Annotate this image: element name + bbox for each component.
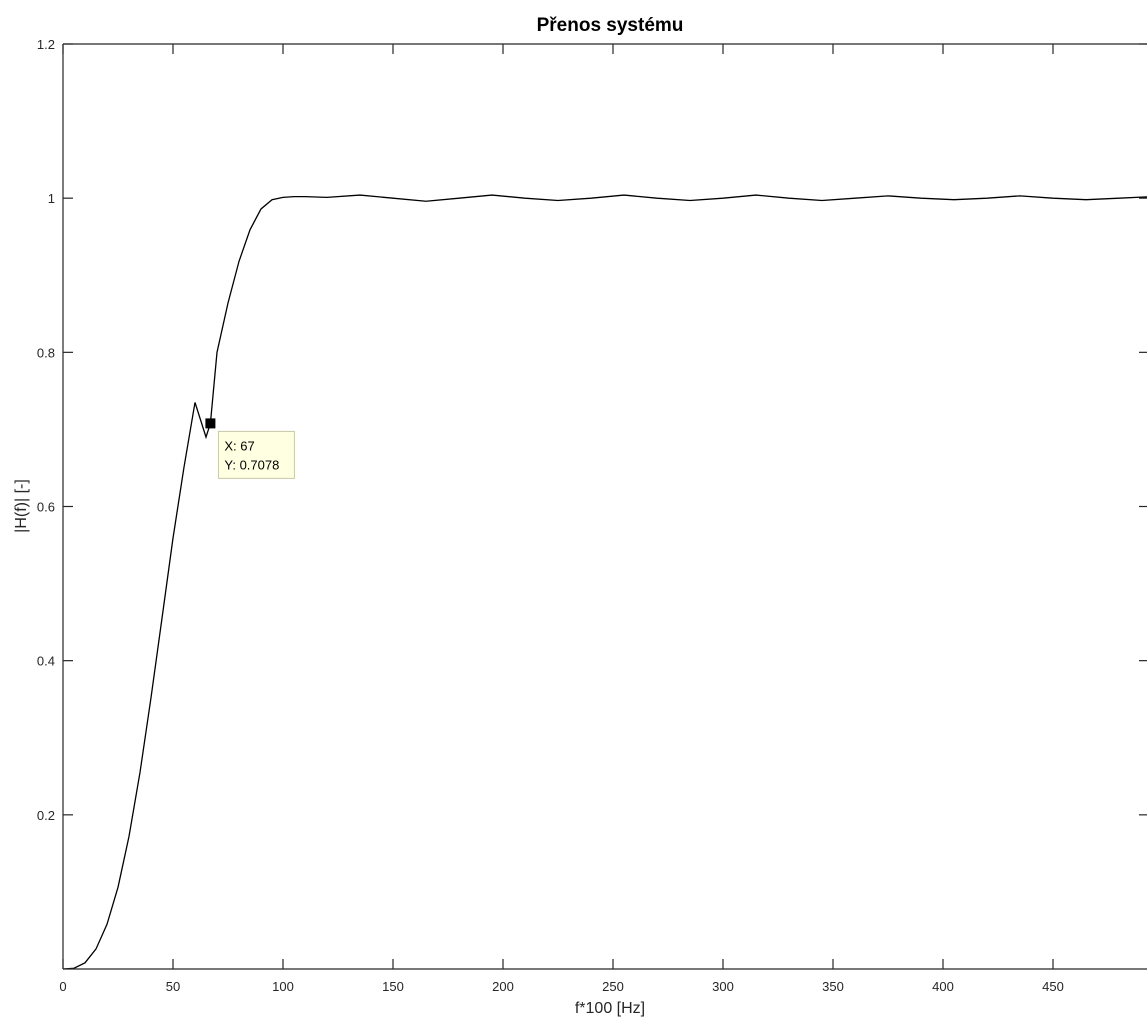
x-tick-label: 150: [382, 979, 404, 994]
x-tick-label: 400: [932, 979, 954, 994]
x-tick-label: 100: [272, 979, 294, 994]
x-tick-label: 250: [602, 979, 624, 994]
datatip-layer: X: 67 Y: 0.7078: [205, 418, 295, 479]
tick-labels: 0 50 100 150 200 250 300 350 400 450 0.2 0.4 0.6 0.8 1…: [37, 37, 1064, 994]
plot-area-background: [63, 44, 1147, 969]
datatip-y-label: Y: 0.7078: [224, 457, 279, 472]
chart-title: Přenos systému: [537, 15, 684, 36]
series-line: [62, 194, 1147, 970]
x-tick-label: 0: [59, 979, 66, 994]
datatip-x-label: X: 67: [224, 438, 254, 453]
x-tick-label: 200: [492, 979, 514, 994]
y-tick-label: 0.6: [37, 500, 55, 515]
y-tick-label: 1.2: [37, 37, 55, 52]
x-tick-label: 300: [712, 979, 734, 994]
axes-frame: [62, 43, 1147, 970]
y-tick-label: 0.8: [37, 345, 55, 360]
y-tick-label: 1: [48, 191, 55, 206]
x-axis-label: f*100 [Hz]: [575, 1000, 645, 1017]
x-tick-label: 350: [822, 979, 844, 994]
datatip-marker[interactable]: [205, 418, 216, 429]
y-tick-label: 0.4: [37, 654, 55, 669]
series-layer: [62, 194, 1147, 970]
y-axis-label: |H(f)| [-]: [13, 479, 30, 533]
datatip-box[interactable]: [217, 430, 295, 479]
ticks: [62, 43, 1147, 969]
x-tick-label: 450: [1042, 979, 1064, 994]
y-tick-label: 0.2: [37, 808, 55, 823]
x-tick-label: 50: [166, 979, 180, 994]
